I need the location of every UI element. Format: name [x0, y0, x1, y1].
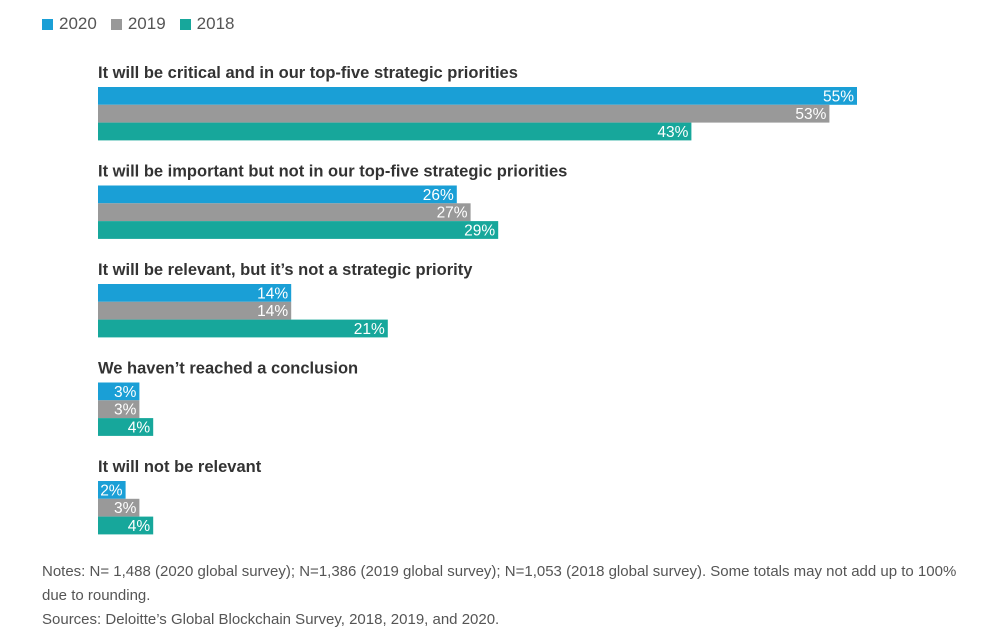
bar-2018-3 [98, 319, 388, 338]
bar-2019-2 [98, 203, 471, 222]
legend-label-2020: 2020 [59, 14, 97, 33]
bar-2019-4 [98, 400, 140, 419]
category-label-4: We haven’t reached a conclusion [98, 360, 358, 378]
category-label-2: It will be important but not in our top-… [98, 163, 567, 181]
bar-2018-1 [98, 122, 692, 141]
bar-2020-3 [98, 284, 292, 302]
bar-label-2020-1: 55% [823, 88, 854, 105]
bar-label-2018-2: 29% [464, 223, 495, 240]
bar-2020-1 [98, 87, 857, 105]
bar-2018-2 [98, 221, 499, 239]
legend-swatch-2019 [110, 18, 122, 30]
chart-notes: Notes: N= 1,488 (2020 global survey); N=… [42, 560, 972, 632]
legend-swatch-2020 [42, 18, 53, 30]
bar-2018-5 [98, 516, 154, 535]
bar-2018-4 [98, 418, 154, 436]
bar-2020-2 [98, 185, 457, 204]
category-label-3: It will be relevant, but it’s not a stra… [98, 261, 473, 279]
legend-swatch-2018 [179, 18, 191, 30]
bar-label-2018-3: 21% [354, 321, 385, 338]
legend-item-2018: 2018 [179, 14, 235, 34]
bar-label-2019-2: 27% [437, 205, 468, 222]
bar-chart: It will be critical and in our top-five … [98, 64, 857, 535]
bar-label-2018-5: 4% [128, 518, 151, 535]
category-label-5: It will not be relevant [98, 458, 262, 476]
bar-2019-5 [98, 498, 140, 517]
sources-text: Sources: Deloitte’s Global Blockchain Su… [42, 611, 500, 628]
legend-item-2019: 2019 [110, 14, 166, 34]
bar-label-2020-3: 14% [257, 285, 288, 302]
bar-label-2020-2: 26% [423, 187, 454, 204]
category-label-1: It will be critical and in our top-five … [98, 64, 518, 82]
bar-label-2019-4: 3% [114, 402, 137, 419]
bar-label-2019-3: 14% [257, 303, 288, 320]
bar-2019-3 [98, 301, 292, 320]
bar-label-2019-5: 3% [114, 500, 137, 517]
notes-text: Notes: N= 1,488 (2020 global survey); N=… [42, 563, 957, 604]
bar-2020-4 [98, 382, 140, 401]
bar-label-2018-4: 4% [128, 420, 151, 437]
legend-item-2020: 2020 [42, 14, 97, 34]
bar-label-2018-1: 43% [657, 124, 688, 141]
legend-label-2018: 2018 [196, 14, 235, 33]
legend-label-2019: 2019 [127, 14, 166, 33]
bar-2019-1 [98, 104, 830, 123]
bar-label-2019-1: 53% [795, 106, 826, 123]
bar-label-2020-5: 2% [100, 482, 123, 499]
legend: 2020 2019 2018 [42, 14, 234, 34]
bar-label-2020-4: 3% [114, 384, 137, 401]
bar-2020-5 [98, 481, 126, 499]
